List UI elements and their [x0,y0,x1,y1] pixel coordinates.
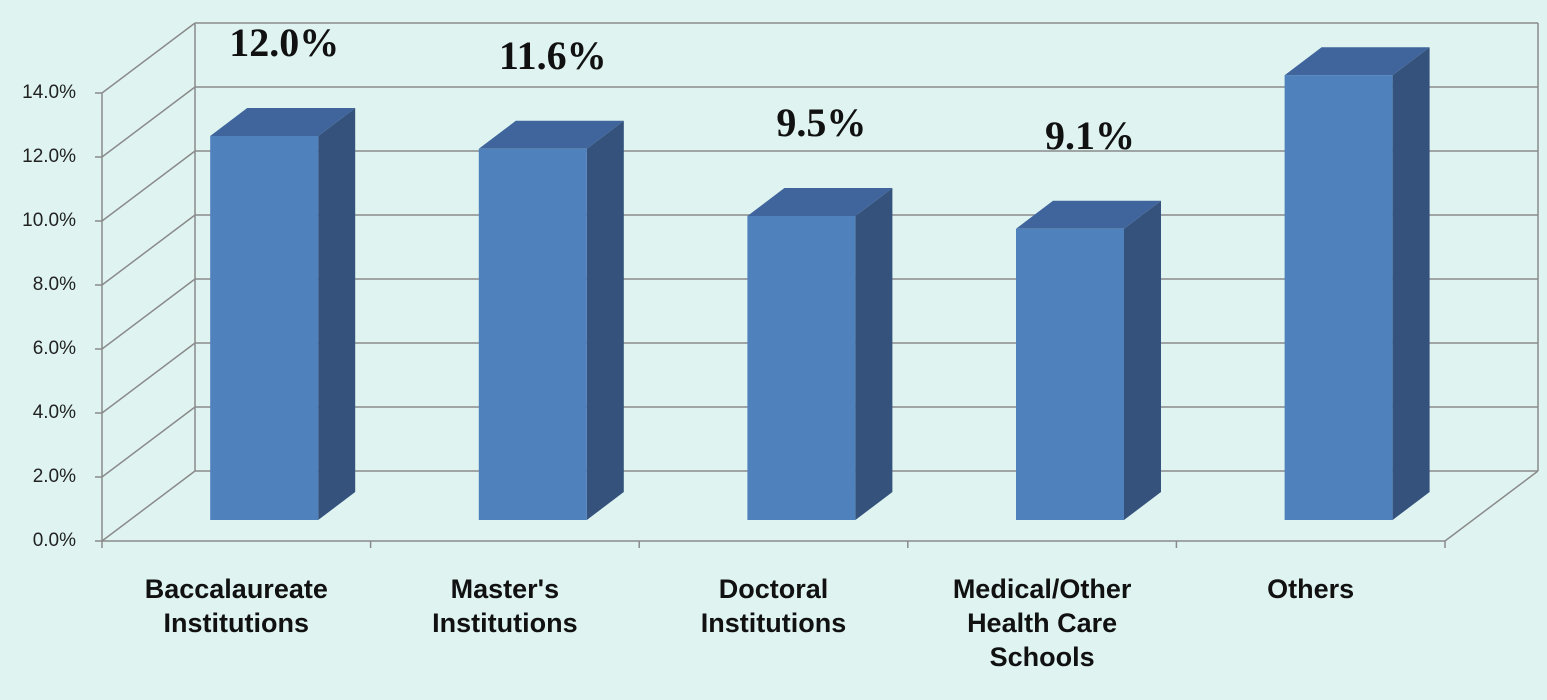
bar-front [210,136,319,520]
bar [747,188,893,520]
floor-edge [1444,470,1539,542]
bar-top [478,120,624,149]
value-label: 9.1% [1045,113,1135,158]
bar-top [1016,200,1161,229]
side-grid-line [101,278,196,350]
bar [1016,200,1161,521]
bar [478,120,624,521]
x-tick-label: Doctoral Institutions [700,574,847,638]
y-tick-label: 4.0% [33,402,76,423]
bar [210,108,356,520]
y-tick-label: 2.0% [33,466,76,487]
bar-top [210,108,356,136]
bar-front [747,216,856,520]
side-grid-line [101,406,196,478]
y-tick-label: 8.0% [33,274,76,295]
bar-top [1284,47,1430,76]
y-tick-label: 0.0% [33,530,76,551]
bar-front [478,148,587,521]
value-label: 9.5% [776,100,866,145]
y-tick-label: 6.0% [33,338,76,359]
side-grid-line [101,214,196,286]
bar-side [1124,200,1161,521]
side-grid-line [101,342,196,414]
bar-front [1016,228,1124,521]
y-tick-label: 14.0% [22,82,76,103]
y-tick-label: 12.0% [22,146,76,167]
x-tick-label: Medical/Other Health Care Schools [952,574,1132,672]
side-grid-line [101,22,196,94]
side-grid-line [101,470,196,542]
x-tick-label: Baccalaureate Institutions [144,574,328,638]
x-tick-label: Master's Institutions [432,574,578,638]
bar-side [318,108,356,520]
bar-top [747,188,893,216]
value-label: 13.9% [1304,0,1414,4]
bar-side [855,188,893,520]
y-tick-label: 10.0% [22,210,76,231]
value-label: 12.0% [229,20,339,65]
bar-side [1392,47,1430,520]
bar-side [586,120,624,521]
side-grid-line [101,150,196,222]
bar [1284,47,1430,520]
side-grid-line [101,86,196,158]
value-label: 11.6% [499,33,607,78]
x-tick-label: Others [1267,574,1355,604]
bar-front [1284,75,1393,520]
